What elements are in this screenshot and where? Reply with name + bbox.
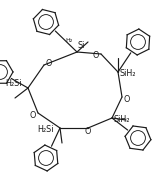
- Text: O: O: [85, 127, 91, 137]
- Text: Si: Si: [77, 42, 85, 51]
- Text: O: O: [46, 58, 52, 68]
- Text: SiH₂: SiH₂: [114, 115, 130, 124]
- Text: H₂Si: H₂Si: [38, 125, 54, 134]
- Text: O: O: [124, 95, 130, 103]
- Text: H₂: H₂: [65, 39, 73, 43]
- Text: SiH₂: SiH₂: [120, 70, 136, 78]
- Text: O: O: [30, 111, 36, 120]
- Text: O: O: [93, 52, 99, 61]
- Text: H₂Si: H₂Si: [6, 80, 22, 89]
